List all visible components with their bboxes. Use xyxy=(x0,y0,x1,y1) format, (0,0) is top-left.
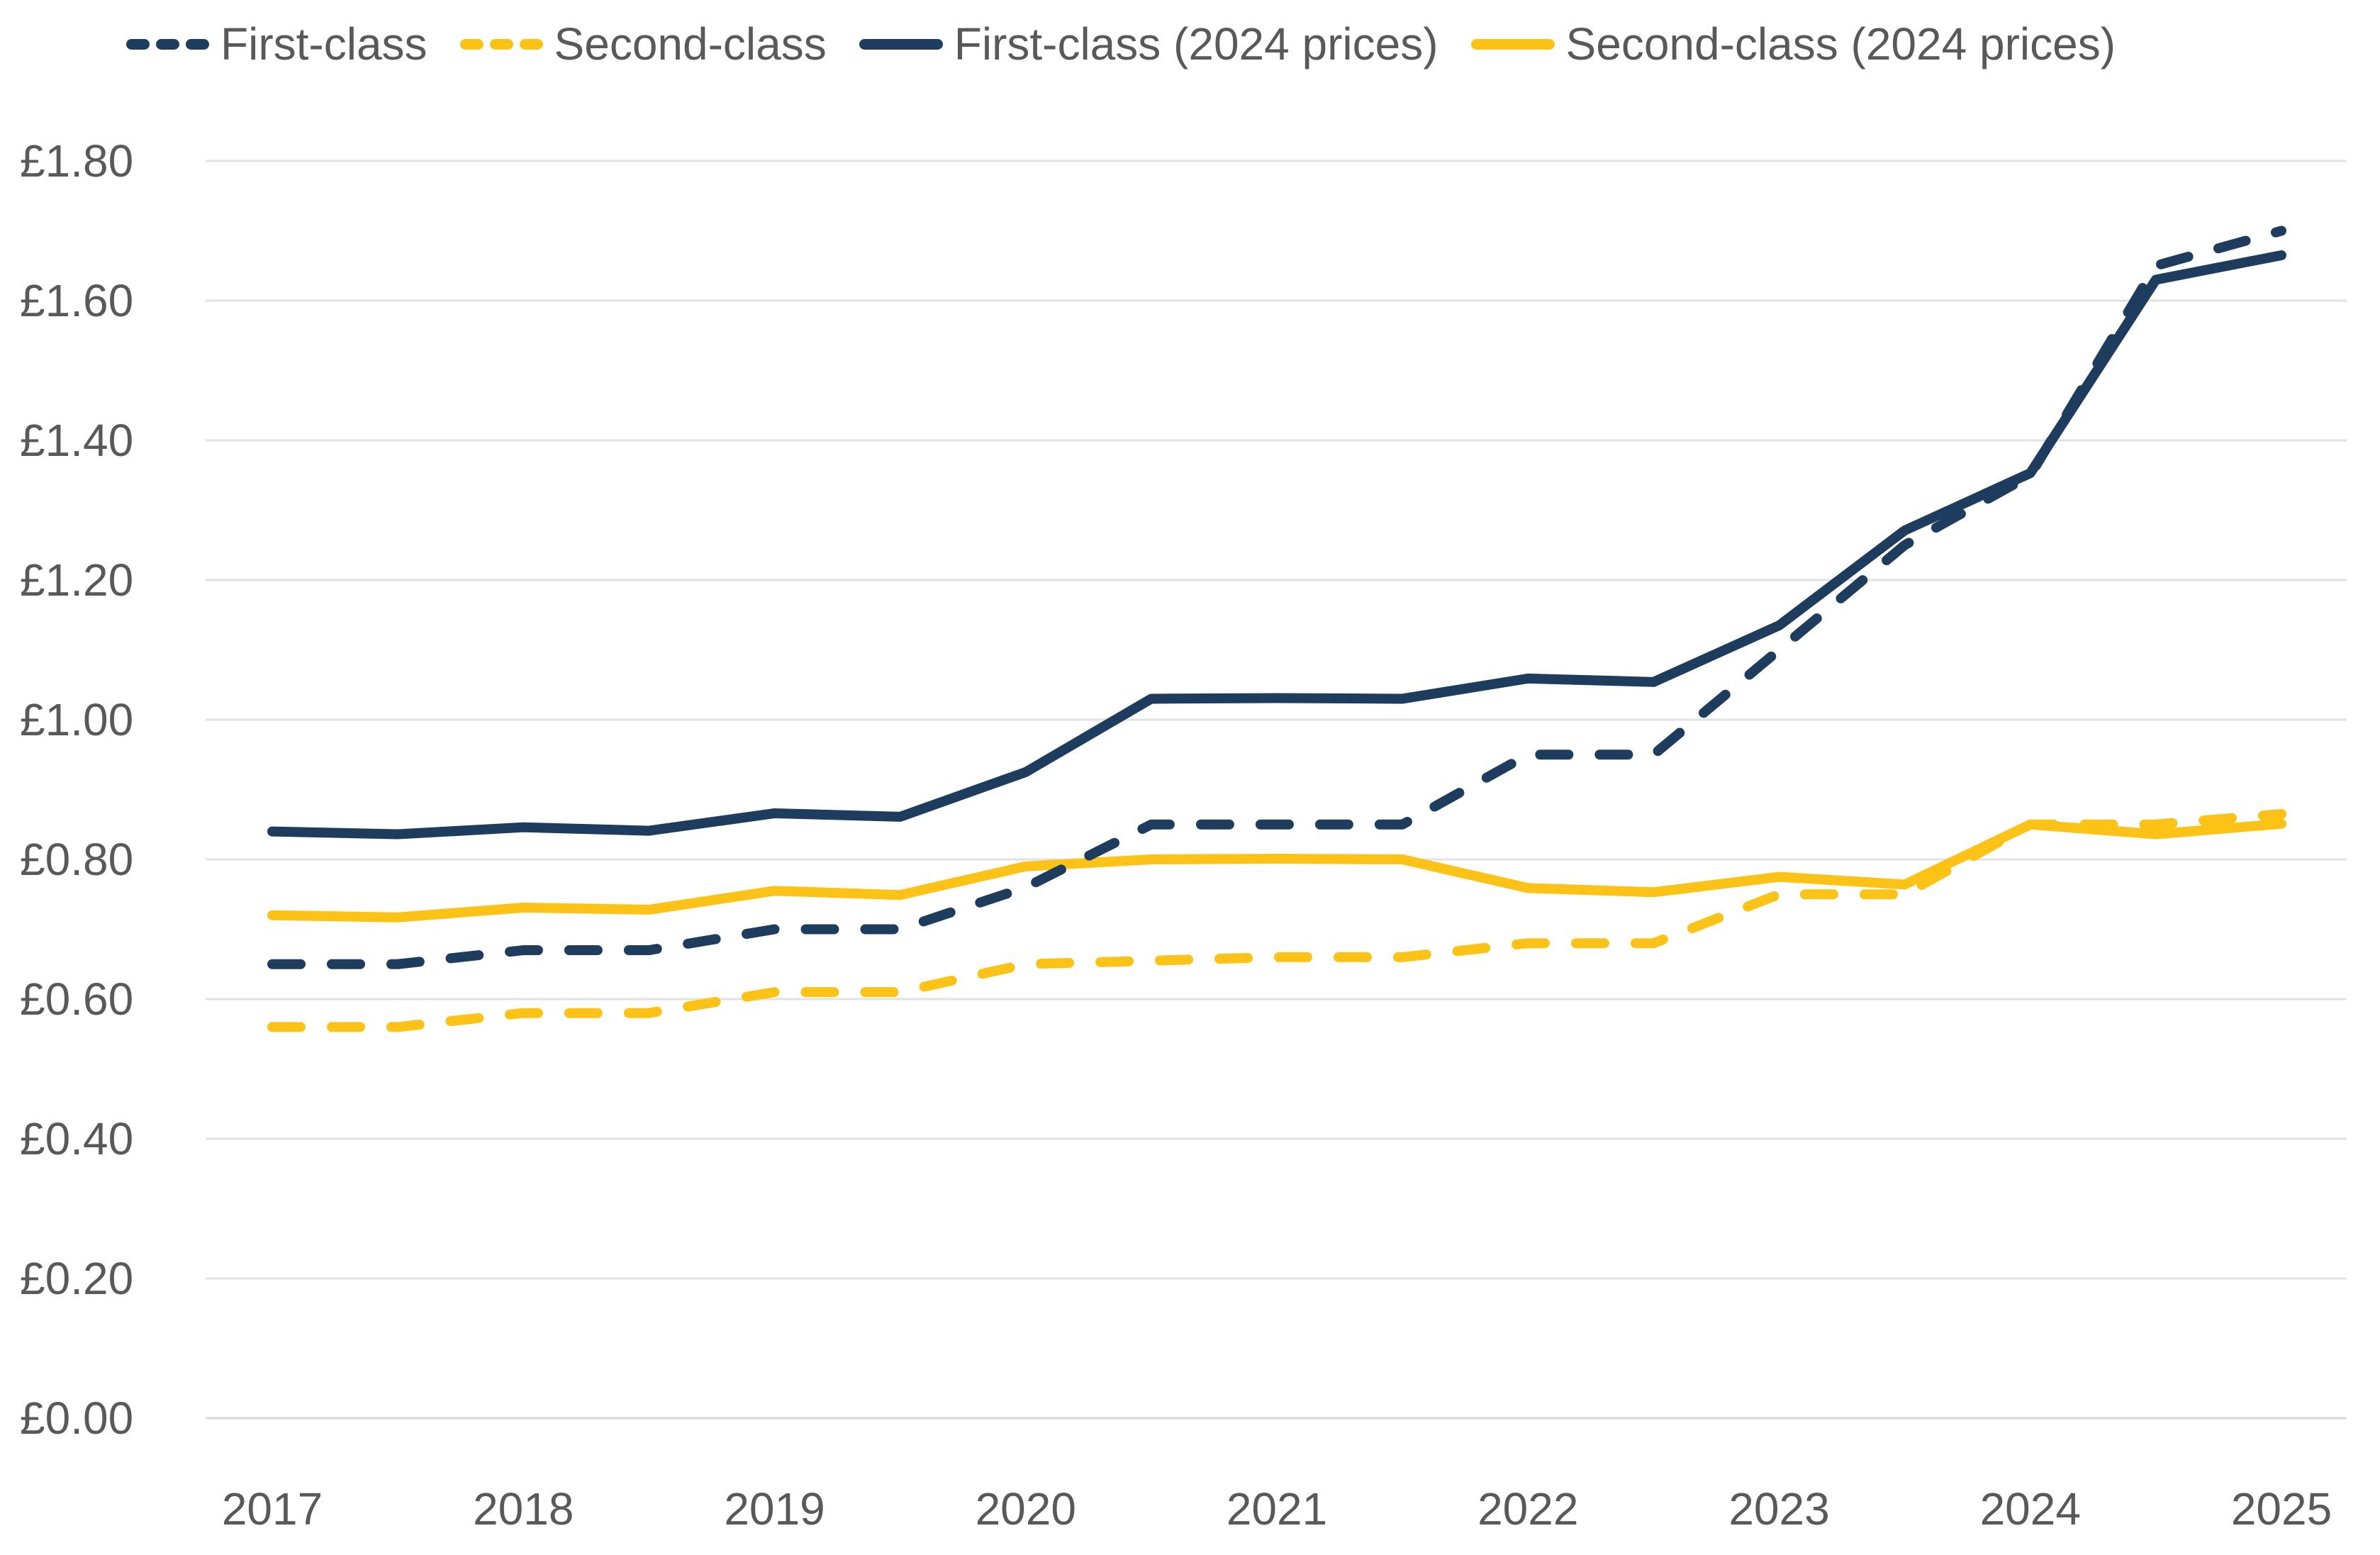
x-axis-tick-label: 2023 xyxy=(1728,1483,1829,1534)
x-axis-tick-label: 2020 xyxy=(976,1483,1076,1534)
y-axis-tick-label: £0.00 xyxy=(20,1393,133,1444)
x-axis-tick-label: 2018 xyxy=(473,1483,574,1534)
series-line-second-class-2024-prices xyxy=(267,818,2286,923)
x-axis-tick-label: 2019 xyxy=(724,1483,825,1534)
second-class-dashed-line-marker xyxy=(459,38,543,50)
y-axis-tick-label: £0.40 xyxy=(20,1113,133,1164)
first-class-solid-line-marker xyxy=(859,38,943,50)
y-axis-tick-label: £1.60 xyxy=(20,275,133,326)
chart-legend: First-class Second-class First-class (20… xyxy=(126,11,2116,77)
legend-item-second-class: Second-class xyxy=(459,18,827,69)
y-axis-tick-label: £0.60 xyxy=(20,974,133,1025)
x-axis-tick-label: 2022 xyxy=(1477,1483,1578,1534)
series-line-first-class-2024-prices xyxy=(267,250,2286,840)
legend-label: Second-class (2024 prices) xyxy=(1565,18,2116,69)
y-axis-tick-label: £1.20 xyxy=(20,554,133,606)
legend-label: First-class xyxy=(220,18,428,69)
y-axis-tick-label: £0.20 xyxy=(20,1253,133,1304)
legend-item-second-class-2024-prices: Second-class (2024 prices) xyxy=(1470,18,2116,69)
legend-label: First-class (2024 prices) xyxy=(954,18,1438,69)
legend-item-first-class-2024-prices: First-class (2024 prices) xyxy=(859,21,1438,67)
series-line-second-class xyxy=(267,808,2286,1032)
y-axis-tick-label: £0.80 xyxy=(20,834,133,885)
x-axis-tick-label: 2021 xyxy=(1227,1483,1327,1534)
x-axis-tick-label: 2025 xyxy=(2231,1483,2332,1534)
x-axis-tick-label: 2024 xyxy=(1980,1483,2081,1534)
y-axis-tick-label: £1.40 xyxy=(20,415,133,466)
y-axis-tick-label: £1.80 xyxy=(20,135,133,186)
legend-item-first-class: First-class xyxy=(126,21,428,67)
legend-label: Second-class xyxy=(554,18,827,69)
x-axis-tick-label: 2017 xyxy=(222,1483,323,1534)
first-class-dashed-line-marker xyxy=(126,38,209,50)
second-class-solid-line-marker xyxy=(1470,38,1555,50)
y-axis-tick-label: £1.00 xyxy=(20,694,133,745)
series-line-first-class xyxy=(267,225,2286,969)
